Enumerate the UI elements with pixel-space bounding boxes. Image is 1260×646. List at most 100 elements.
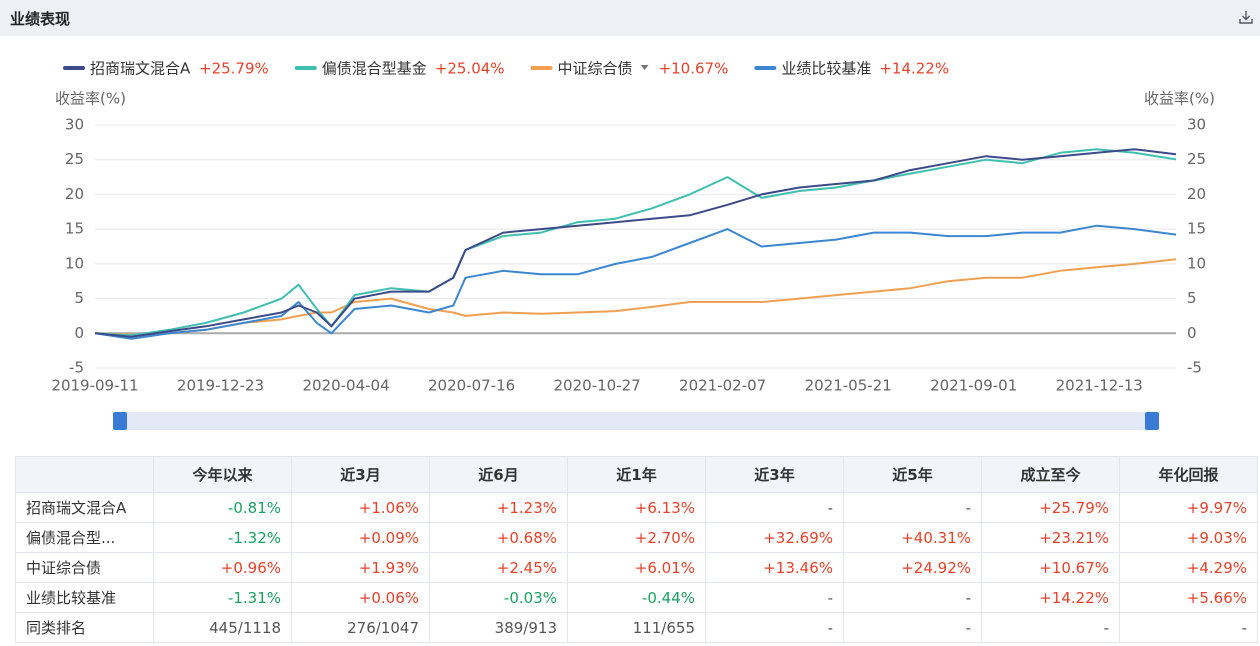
table-cell: +2.70% — [567, 522, 706, 553]
x-tick-label: 2020-07-16 — [428, 377, 515, 395]
table-cell: +0.06% — [291, 582, 430, 613]
y2-axis-label: 收益率(%) — [1144, 90, 1215, 108]
table-row: 业绩比较基准 -1.31% +0.06% -0.03% -0.44% - - +14.22% +… — [15, 582, 1258, 613]
series-line — [94, 258, 1177, 336]
table-cell: 445/1118 — [153, 612, 292, 643]
legend-name: 偏债混合型基金 — [322, 60, 427, 78]
download-icon[interactable] — [1238, 9, 1254, 25]
column-header: 今年以来 — [153, 456, 292, 493]
table-row: 中证综合债 +0.96% +1.93% +2.45% +6.01% +13.46% +24.… — [15, 552, 1258, 583]
legend-name: 招商瑞文混合A — [90, 60, 191, 78]
y-tick-label: -5 — [69, 359, 84, 377]
legend-swatch — [530, 66, 553, 70]
table-cell: -1.31% — [153, 582, 292, 613]
table-cell: +1.06% — [291, 492, 430, 523]
table-cell: - — [981, 612, 1120, 643]
table-row: 偏债混合型... -1.32% +0.09% +0.68% +2.70% +32.69% +… — [15, 522, 1258, 553]
y2-tick-label: 20 — [1187, 185, 1206, 203]
legend-swatch — [754, 66, 777, 70]
header-title: 业绩表现 — [10, 10, 71, 28]
table-cell: +1.23% — [429, 492, 568, 523]
legend-name: 业绩比较基准 — [781, 60, 871, 78]
table-cell: +9.03% — [1119, 522, 1258, 553]
legend-name: 中证综合债 — [558, 60, 633, 78]
table-cell: -0.03% — [429, 582, 568, 613]
y2-tick-label: -5 — [1187, 359, 1202, 377]
column-header: 近3年 — [705, 456, 844, 493]
table-cell: -0.44% — [567, 582, 706, 613]
table-cell: +14.22% — [981, 582, 1120, 613]
x-tick-label: 2020-10-27 — [554, 377, 641, 395]
table-cell: - — [705, 582, 844, 613]
legend-swatch — [294, 66, 317, 70]
column-header: 近1年 — [567, 456, 706, 493]
header: 业绩表现 — [0, 0, 1260, 36]
column-header: 成立至今 — [981, 456, 1120, 493]
x-tick-label: 2019-12-23 — [177, 377, 264, 395]
column-header: 近3月 — [291, 456, 430, 493]
table-cell: -0.81% — [153, 492, 292, 523]
table-cell: 111/655 — [567, 612, 706, 643]
legend-value: +25.79% — [199, 60, 269, 78]
table-cell: - — [843, 582, 982, 613]
table-cell: +1.93% — [291, 552, 430, 583]
row-label: 招商瑞文混合A — [15, 492, 154, 523]
y-tick-label: 20 — [65, 185, 84, 203]
table-cell: -1.32% — [153, 522, 292, 553]
table-row: 招商瑞文混合A -0.81% +1.06% +1.23% +6.13% - - +25.79%… — [15, 492, 1258, 523]
series-line — [94, 148, 1177, 337]
table-cell: +23.21% — [981, 522, 1120, 553]
legend-swatch — [63, 66, 85, 70]
table-cell: - — [705, 492, 844, 523]
table-cell: +40.31% — [843, 522, 982, 553]
x-tick-label: 2021-02-07 — [679, 377, 766, 395]
x-tick-label: 2021-09-01 — [930, 377, 1017, 395]
legend-value: +14.22% — [879, 60, 949, 78]
y2-tick-label: 5 — [1187, 289, 1197, 307]
x-tick-label: 2021-12-13 — [1056, 377, 1143, 395]
row-label: 中证综合债 — [15, 552, 154, 583]
y2-tick-label: 15 — [1187, 220, 1206, 238]
table-cell: +6.01% — [567, 552, 706, 583]
y-tick-label: 15 — [65, 220, 84, 238]
y-tick-label: 0 — [74, 324, 84, 342]
table-row: 同类排名 445/1118 276/1047 389/913 111/655- - - - — [15, 612, 1258, 643]
x-tick-label: 2021-05-21 — [805, 377, 892, 395]
table-cell: +0.96% — [153, 552, 292, 583]
table-cell: +5.66% — [1119, 582, 1258, 613]
table-cell: - — [843, 612, 982, 643]
legend-dropdown — [640, 65, 649, 70]
table-cell: 389/913 — [429, 612, 568, 643]
slider-handle[interactable] — [113, 412, 127, 430]
table-cell: +0.09% — [291, 522, 430, 553]
table-cell: +13.46% — [705, 552, 844, 583]
y2-tick-label: 25 — [1187, 150, 1206, 168]
column-header: 近6月 — [429, 456, 568, 493]
table-cell: +25.79% — [981, 492, 1120, 523]
y-tick-label: 25 — [65, 150, 84, 168]
table-cell: +2.45% — [429, 552, 568, 583]
y-tick-label: 5 — [74, 289, 84, 307]
table-cell: +9.97% — [1119, 492, 1258, 523]
x-tick-label: 2020-04-04 — [302, 377, 389, 395]
table-cell: 276/1047 — [291, 612, 430, 643]
table-cell: +32.69% — [705, 522, 844, 553]
corner-cell — [15, 456, 154, 493]
table-cell: - — [843, 492, 982, 523]
y-tick-label: 10 — [65, 254, 84, 272]
x-tick-label: 2019-09-11 — [51, 377, 138, 395]
y2-tick-label: 30 — [1187, 116, 1206, 134]
series-line — [94, 224, 1177, 340]
header-row: 今年以来 近3月 近6月 近1年 近3年 近5年 成立至今 年化回报 — [15, 456, 1258, 493]
table-cell: +0.68% — [429, 522, 568, 553]
zoom-slider[interactable] — [120, 412, 1152, 430]
slider-handle[interactable] — [1145, 412, 1159, 430]
chart: 收益率(%) 收益率(%) -5 -5 0 0 5 5 10 10 15 15 20 20 25 25 30… — [51, 60, 1215, 430]
performance-table: 今年以来 近3月 近6月 近1年 近3年 近5年 成立至今 年化回报 招商瑞文混合A -0.81%… — [15, 456, 1258, 643]
row-label: 偏债混合型... — [15, 522, 154, 553]
series-line — [94, 148, 1177, 338]
table-cell: +10.67% — [981, 552, 1120, 583]
row-label: 同类排名 — [15, 612, 154, 643]
y-tick-label: 30 — [65, 116, 84, 134]
